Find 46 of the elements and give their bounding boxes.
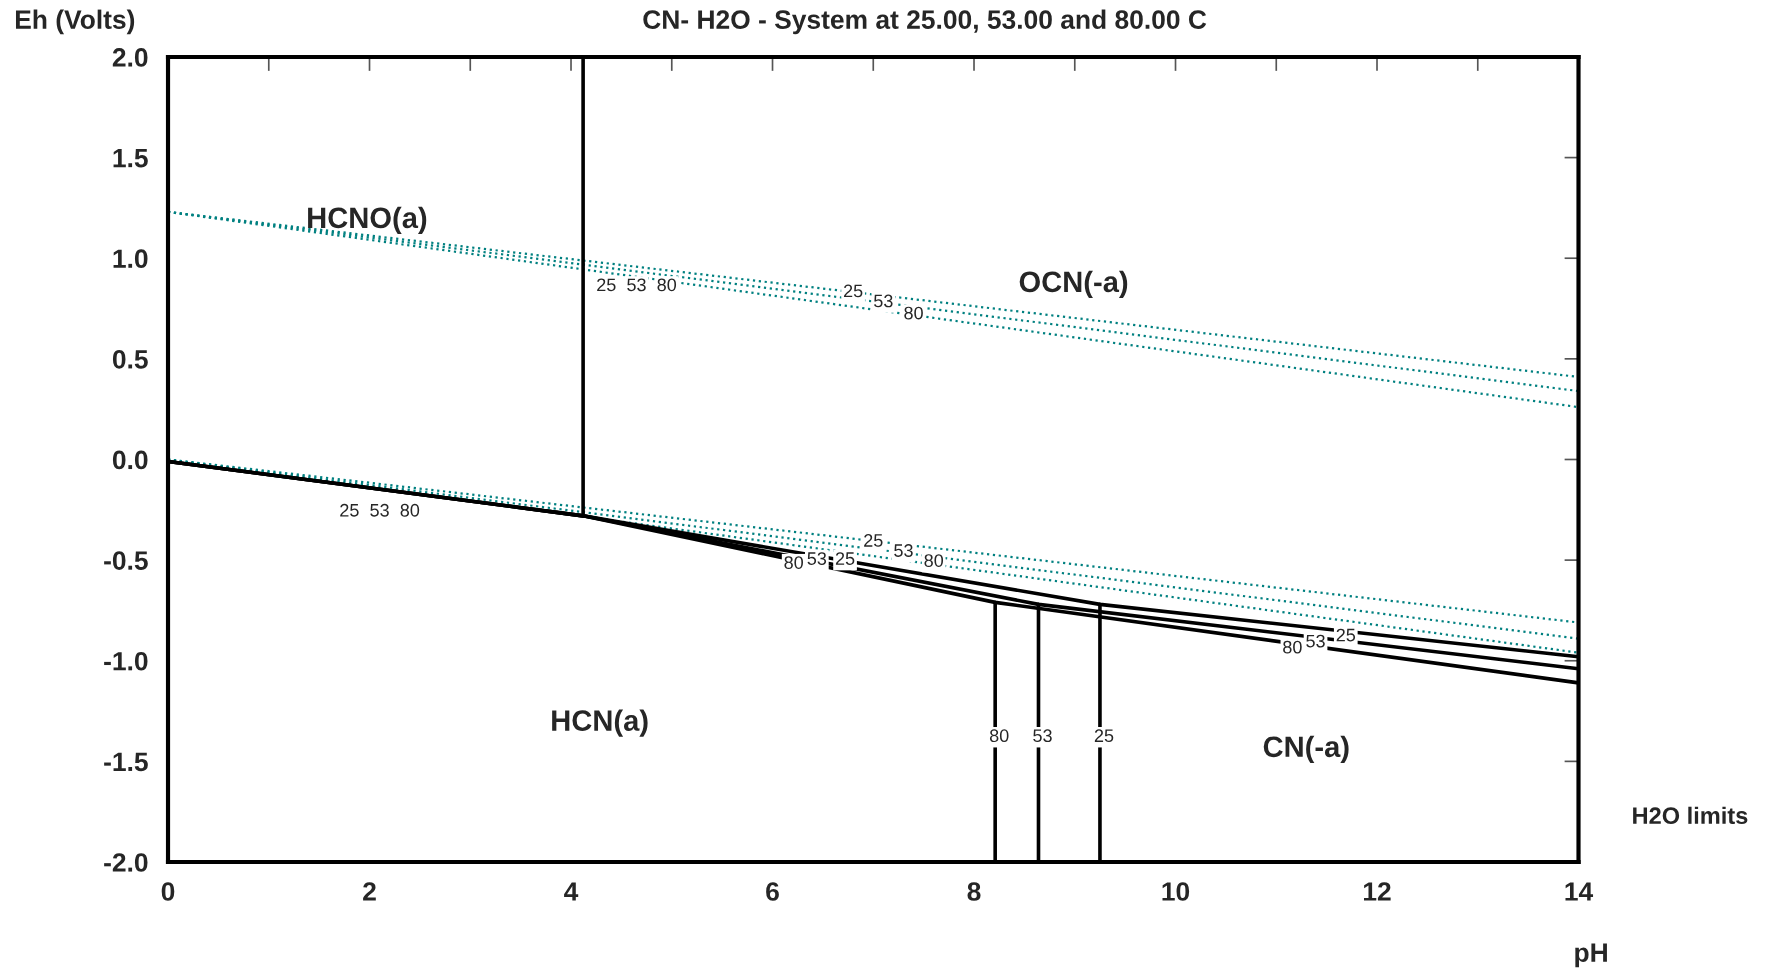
y-tick-label: -0.5 <box>104 551 148 570</box>
annotation: 53 <box>370 503 389 517</box>
annotation: 25 <box>864 534 883 547</box>
x-tick-label: 4 <box>564 882 579 901</box>
text: H2O limits <box>1633 806 1748 825</box>
chart-title: CN- H2O - System at 25.00, 53.00 and 80.00 C <box>643 9 1207 35</box>
annotation: 25 <box>1336 628 1356 642</box>
annotation: 80 <box>904 306 923 320</box>
annotation: 80 <box>657 278 677 292</box>
annotation: HCNO(a) <box>308 206 427 234</box>
y-tick-label: -1.5 <box>104 752 148 772</box>
y-tick-label: 0.5 <box>112 349 148 369</box>
y-tick-label: -2.0 <box>104 853 148 872</box>
annotation: 53 <box>627 278 646 292</box>
y-tick-label: -1.0 <box>104 651 148 671</box>
annotation: 53 <box>807 552 827 565</box>
annotation: HCN(a) <box>552 709 648 737</box>
x-tick-label: 12 <box>1364 882 1391 901</box>
annotation: 80 <box>784 556 804 569</box>
annotation: 25 <box>340 503 359 517</box>
annotation: 25 <box>1094 729 1114 743</box>
y-tick-label: 1.5 <box>113 149 148 168</box>
y-tick-label: 0.0 <box>112 450 148 470</box>
x-tick-label: 2 <box>363 882 376 901</box>
annotation: OCN(-a) <box>1019 270 1128 298</box>
y-tick-label: 2.0 <box>112 48 148 67</box>
x-tick-label: 10 <box>1162 882 1190 901</box>
annotation: 80 <box>989 729 1009 743</box>
x-tick-label: 0 <box>161 882 175 901</box>
annotation: 80 <box>1283 640 1302 654</box>
annotation: 53 <box>1033 729 1052 743</box>
x-tick-label: 8 <box>967 882 981 901</box>
annotation: 53 <box>894 544 913 557</box>
annotation: 53 <box>874 294 893 308</box>
annotation: 25 <box>843 284 863 298</box>
annotation: 25 <box>835 552 855 565</box>
x-tick-label: 6 <box>766 882 779 901</box>
annotation: 80 <box>924 554 944 567</box>
annotation: 53 <box>1306 634 1325 648</box>
x-tick-label: 14 <box>1565 882 1594 901</box>
x-axis-title: pH <box>1575 943 1607 968</box>
y-axis-title: Eh (Volts) <box>15 9 135 35</box>
annotation: 80 <box>400 503 420 517</box>
y-tick-label: 1.0 <box>113 249 148 269</box>
annotation: CN(-a) <box>1263 735 1349 763</box>
annotation: 25 <box>597 278 616 292</box>
